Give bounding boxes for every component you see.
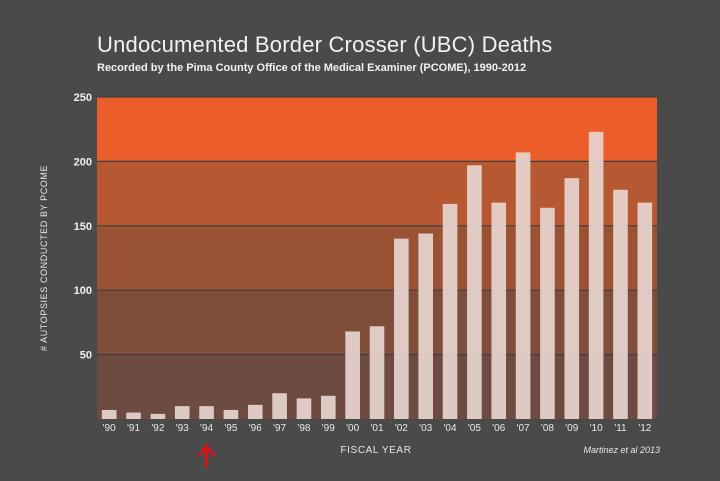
x-tick-label: '93 <box>176 423 189 434</box>
up-arrow-icon <box>198 444 216 468</box>
band-100-150 <box>97 225 657 291</box>
x-tick-label: '94 <box>200 423 213 434</box>
x-tick-label: '03 <box>419 423 432 434</box>
bar-'05 <box>467 165 482 419</box>
x-tick-label: '99 <box>322 423 335 434</box>
y-tick-label: 200 <box>74 156 92 168</box>
bar-'11 <box>613 189 628 419</box>
x-tick-label: '07 <box>517 423 530 434</box>
x-tick-label: '11 <box>614 423 627 434</box>
bar-'03 <box>418 233 433 419</box>
y-tick-label: 150 <box>74 221 92 233</box>
bar-'08 <box>540 207 555 419</box>
x-axis-label: FISCAL YEAR <box>340 445 412 456</box>
x-tick-label: '92 <box>151 423 164 434</box>
bar-'96 <box>247 404 263 419</box>
bar-'02 <box>394 238 409 419</box>
x-tick-label: '12 <box>638 423 651 434</box>
x-tick-label: '02 <box>395 423 408 434</box>
x-tick-label: '91 <box>127 423 140 434</box>
source-credit: Martinez et al 2013 <box>583 445 660 455</box>
x-tick-label: '05 <box>468 423 481 434</box>
bar-'09 <box>564 178 580 419</box>
x-tick-label: '95 <box>224 423 237 434</box>
x-tick-label: '06 <box>492 423 505 434</box>
band-200-250 <box>97 97 657 162</box>
bar-'07 <box>515 152 531 419</box>
chart-subtitle: Recorded by the Pima County Office of th… <box>97 62 527 74</box>
bar-'00 <box>345 331 360 419</box>
x-tick-label: '97 <box>273 423 286 434</box>
bar-'94 <box>199 406 214 419</box>
x-tick-label: '01 <box>370 423 383 434</box>
x-tick-label: '98 <box>297 423 310 434</box>
x-tick-label: '96 <box>249 423 262 434</box>
x-tick-label: '09 <box>565 423 578 434</box>
y-tick-label: 100 <box>74 285 92 297</box>
bar-'10 <box>588 131 604 419</box>
bar-'91 <box>126 412 141 419</box>
bar-'01 <box>369 326 385 419</box>
bar-'04 <box>442 203 458 419</box>
x-tick-label: '08 <box>541 423 554 434</box>
bar-'90 <box>101 409 117 419</box>
y-tick-label: 250 <box>74 92 92 104</box>
bar-'97 <box>272 393 287 419</box>
bar-'95 <box>223 409 239 419</box>
x-tick-label: '90 <box>103 423 116 434</box>
bar-'99 <box>321 395 336 419</box>
y-tick-label: 50 <box>80 350 92 362</box>
bar-'93 <box>174 406 190 419</box>
chart-title: Undocumented Border Crosser (UBC) Deaths <box>97 32 553 57</box>
x-tick-label: '00 <box>346 423 359 434</box>
bar-'92 <box>150 413 166 419</box>
bar-'12 <box>637 202 653 419</box>
bar-'06 <box>491 202 507 419</box>
band-150-200 <box>97 161 657 226</box>
x-tick-label: '04 <box>444 423 457 434</box>
bar-'98 <box>296 398 312 419</box>
x-tick-label: '10 <box>590 423 603 434</box>
